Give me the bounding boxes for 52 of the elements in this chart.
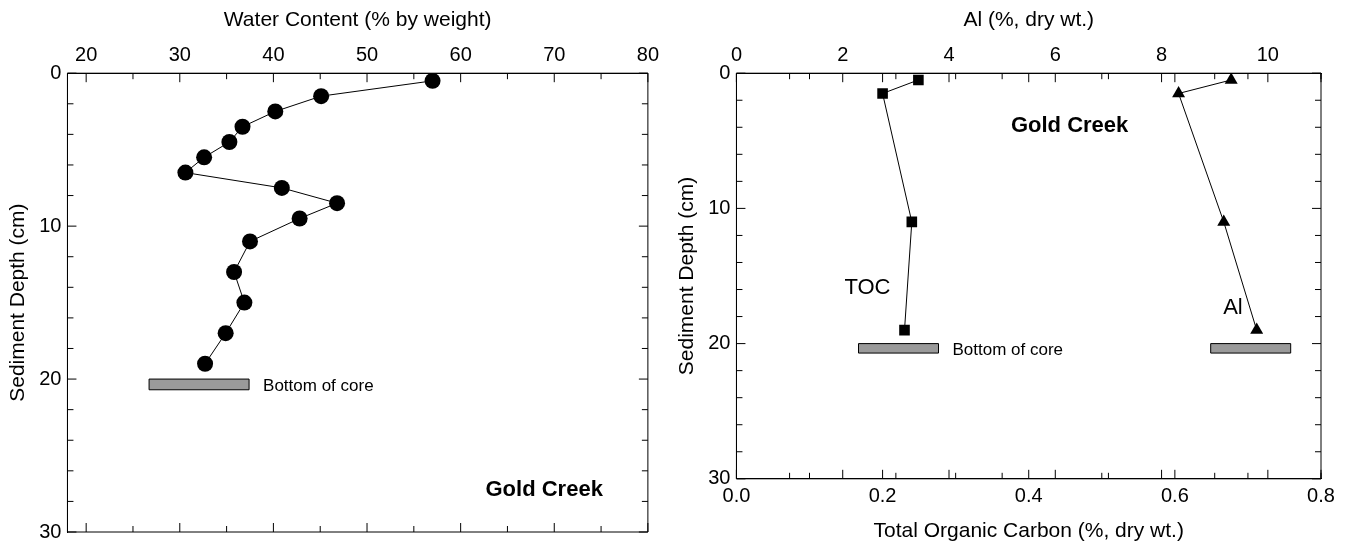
y-tick-label: 0: [50, 60, 62, 83]
point: [329, 195, 346, 212]
y-tick-label: 20: [708, 331, 731, 354]
x-axis-title: Water Content (% by weight): [223, 7, 492, 31]
y-tick-label: 0: [719, 60, 731, 83]
x2-tick-label: 4: [943, 42, 955, 65]
point: [177, 164, 194, 181]
band-label: Bottom of core: [263, 376, 374, 396]
x-axis-title: Total Organic Carbon (%, dry wt.): [873, 518, 1184, 542]
x2-tick-label: 8: [1156, 42, 1168, 65]
point: [273, 179, 290, 196]
x2-axis-title: Al (%, dry wt.): [963, 7, 1095, 31]
point: [899, 324, 910, 336]
x-tick-label: 80: [636, 42, 659, 65]
point: [313, 88, 330, 105]
x-tick-label: 0.6: [1160, 484, 1189, 507]
x2-tick-label: 10: [1256, 42, 1279, 65]
point: [913, 74, 924, 86]
point: [267, 103, 284, 120]
x-tick-label: 70: [543, 42, 566, 65]
x-tick-label: 0.8: [1307, 484, 1335, 507]
point: [877, 88, 888, 99]
x2-tick-label: 2: [837, 42, 849, 65]
y-tick-label: 20: [39, 366, 62, 389]
x-tick-label: 0.2: [868, 484, 897, 507]
x-tick-label: 60: [449, 42, 472, 65]
annotation: Gold Creek: [1010, 112, 1130, 138]
x-tick-label: 0.4: [1014, 484, 1043, 507]
x2-tick-label: 6: [1049, 42, 1061, 65]
series-label: Al: [1223, 294, 1243, 320]
x-tick-label: 20: [75, 42, 98, 65]
point: [234, 118, 251, 135]
point: [221, 134, 238, 151]
y-tick-label: 30: [39, 519, 62, 542]
annotation: Gold Creek: [485, 476, 604, 502]
point: [197, 355, 214, 372]
point: [236, 294, 253, 311]
point: [226, 264, 243, 281]
x-tick-label: 30: [168, 42, 191, 65]
band-label: Bottom of core: [952, 340, 1064, 360]
point: [242, 233, 258, 250]
y-tick-label: 10: [708, 195, 731, 218]
y-tick-label: 10: [39, 213, 62, 236]
x-tick-label: 40: [262, 42, 285, 65]
point: [291, 210, 308, 227]
series-label: TOC: [844, 274, 891, 300]
point: [196, 149, 213, 166]
y-axis-title: Sediment Depth (cm): [674, 176, 698, 376]
x-tick-label: 50: [355, 42, 379, 65]
y-axis-title: Sediment Depth (cm): [5, 203, 29, 402]
point: [217, 325, 234, 342]
point: [424, 73, 441, 89]
